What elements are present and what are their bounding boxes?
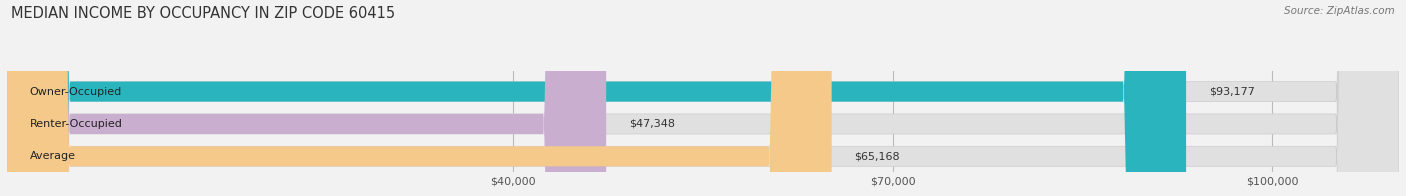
Text: Source: ZipAtlas.com: Source: ZipAtlas.com	[1284, 6, 1395, 16]
FancyBboxPatch shape	[7, 0, 832, 196]
Text: Average: Average	[30, 151, 76, 161]
FancyBboxPatch shape	[7, 0, 1399, 196]
Text: $47,348: $47,348	[628, 119, 675, 129]
FancyBboxPatch shape	[7, 0, 1399, 196]
Text: $93,177: $93,177	[1209, 87, 1254, 97]
Text: MEDIAN INCOME BY OCCUPANCY IN ZIP CODE 60415: MEDIAN INCOME BY OCCUPANCY IN ZIP CODE 6…	[11, 6, 395, 21]
Text: $65,168: $65,168	[855, 151, 900, 161]
Text: Owner-Occupied: Owner-Occupied	[30, 87, 122, 97]
FancyBboxPatch shape	[7, 0, 606, 196]
FancyBboxPatch shape	[7, 0, 1187, 196]
Text: Renter-Occupied: Renter-Occupied	[30, 119, 122, 129]
FancyBboxPatch shape	[7, 0, 1399, 196]
